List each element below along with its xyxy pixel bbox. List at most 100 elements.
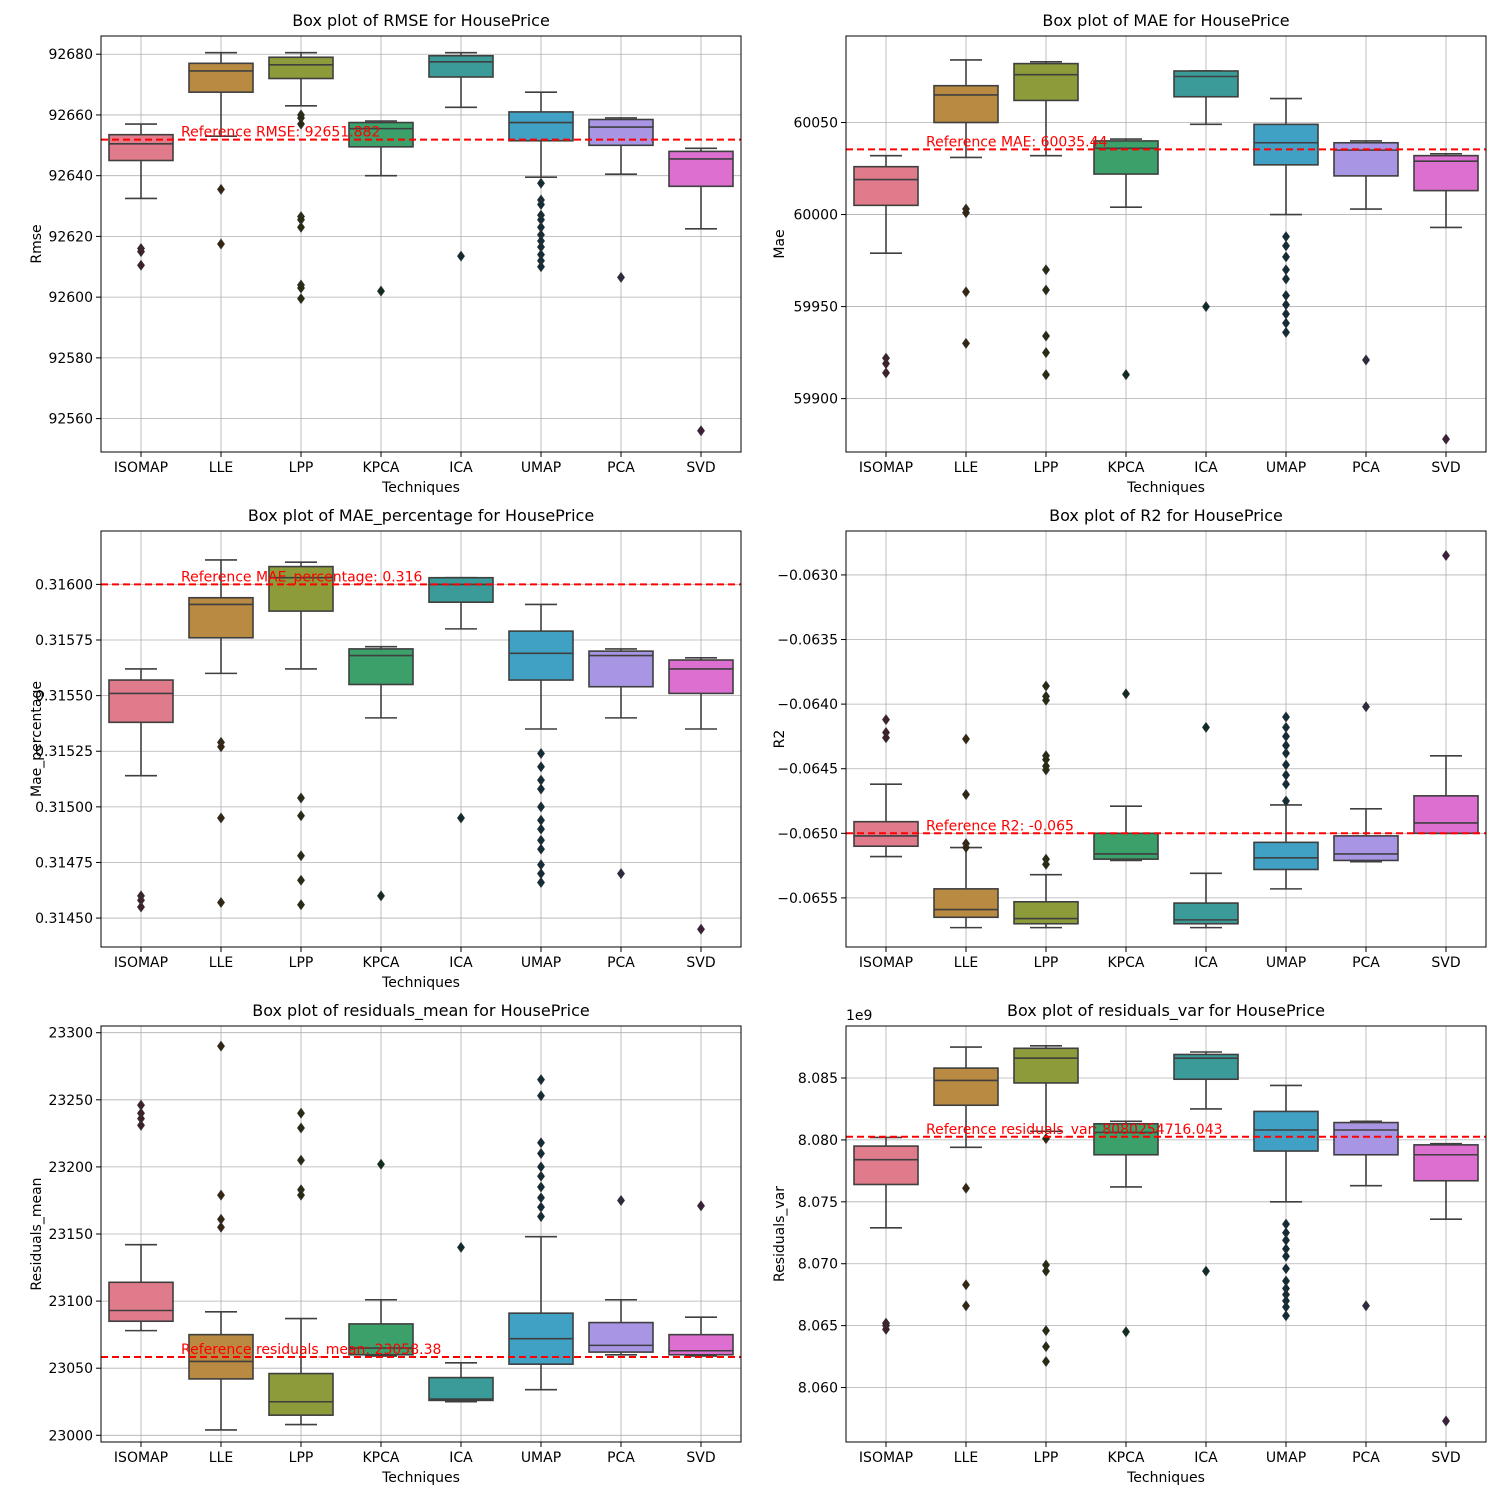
iqr-box <box>348 1323 414 1356</box>
outlier-point <box>217 896 225 909</box>
iqr-box <box>1093 140 1159 175</box>
outlier-point <box>1282 721 1290 733</box>
outlier-point <box>537 1211 545 1223</box>
x-tick-label: LLE <box>209 1450 233 1466</box>
outlier-point <box>137 1119 145 1131</box>
y-axis-label: Mae_percentage <box>29 681 45 797</box>
outlier-point <box>537 261 545 273</box>
outlier-point <box>1042 347 1050 359</box>
outlier-point <box>537 1137 545 1149</box>
axes-frame <box>845 530 1487 948</box>
outlier-point <box>1042 1356 1050 1368</box>
outlier-point <box>217 1221 225 1233</box>
reference-label: Reference residuals_mean: 23058.38 <box>181 1342 441 1358</box>
iqr-box <box>428 576 494 603</box>
outlier-point <box>882 714 890 726</box>
outlier-point <box>297 810 305 822</box>
x-axis-label: Techniques <box>1126 480 1205 496</box>
box-pca <box>1333 1120 1399 1312</box>
iqr-box <box>428 1376 494 1402</box>
outlier-point <box>297 1154 305 1166</box>
y-axis-label: Residuals_mean <box>29 1177 45 1290</box>
x-tick-label: ICA <box>1194 460 1218 476</box>
iqr-box <box>668 1333 734 1356</box>
outlier-point <box>962 842 970 854</box>
outlier-point <box>1042 680 1050 692</box>
iqr-box <box>933 84 999 124</box>
box-isomap <box>853 714 919 858</box>
x-tick-label: PCA <box>607 1450 635 1466</box>
outlier-point <box>537 747 545 759</box>
y-axis-label: Rmse <box>29 224 45 263</box>
x-axis-label: Techniques <box>381 1470 460 1486</box>
y-tick-label: −0.0630 <box>777 568 838 584</box>
x-tick-label: PCA <box>607 955 635 971</box>
iqr-box <box>1013 62 1079 102</box>
iqr-box <box>853 165 919 207</box>
outlier-point <box>537 1147 545 1159</box>
outlier-point <box>457 250 465 262</box>
y-tick-label: 92620 <box>48 229 93 245</box>
outlier-point <box>1282 326 1290 338</box>
axes-frame <box>100 530 742 948</box>
outlier-point <box>1202 721 1210 733</box>
outlier-point <box>962 789 970 801</box>
outlier-point <box>297 1107 305 1119</box>
iqr-box <box>108 133 174 162</box>
chart-title: Box plot of residuals_mean for HousePric… <box>252 1001 590 1021</box>
x-tick-label: ICA <box>449 1450 473 1466</box>
outlier-point <box>537 801 545 813</box>
outlier-point <box>217 183 225 195</box>
y-tick-label: 8.085 <box>798 1071 838 1087</box>
outlier-point <box>1282 1250 1290 1262</box>
y-tick-label: 0.31500 <box>35 800 93 816</box>
chart-title: Box plot of residuals_var for HousePrice <box>1007 1001 1325 1021</box>
box-pca <box>588 117 654 283</box>
y-tick-label: 8.075 <box>798 1195 838 1211</box>
box-umap <box>1253 1084 1319 1322</box>
outlier-point <box>297 293 305 305</box>
outlier-point <box>697 923 705 935</box>
box-lpp <box>268 1107 334 1426</box>
iqr-box <box>1253 1110 1319 1152</box>
outlier-point <box>962 337 970 349</box>
y-tick-label: 23300 <box>48 1026 93 1042</box>
outlier-point <box>1042 1265 1050 1277</box>
reference-label: Reference MAE: 60035.44 <box>926 134 1108 150</box>
axes-frame <box>100 35 742 453</box>
outlier-point <box>1202 1265 1210 1277</box>
outlier-point <box>137 901 145 913</box>
outlier-point <box>537 823 545 835</box>
y-tick-label: 92580 <box>48 351 93 367</box>
outlier-point <box>217 238 225 250</box>
x-tick-label: PCA <box>1352 460 1380 476</box>
y-tick-label: 0.31525 <box>35 744 93 760</box>
reference-label: Reference R2: -0.065 <box>926 818 1074 834</box>
outlier-point <box>537 843 545 855</box>
outlier-point <box>962 1300 970 1312</box>
iqr-box <box>933 1067 999 1107</box>
reference-label: Reference residuals_var: 8080254716.043 <box>926 1122 1223 1138</box>
y-tick-label: 8.080 <box>798 1133 838 1149</box>
outlier-point <box>1282 730 1290 742</box>
x-tick-label: LPP <box>1034 955 1059 971</box>
outlier-point <box>1442 1415 1450 1427</box>
x-tick-label: ISOMAP <box>859 1450 913 1466</box>
chart-panel-2: Reference MAE: 60035.44 59900 59950 60000 60… <box>772 11 1487 496</box>
box-lle <box>933 59 999 349</box>
x-tick-label: ICA <box>449 460 473 476</box>
reference-label: Reference MAE_percentage: 0.316 <box>181 569 422 585</box>
box-pca <box>1333 701 1399 863</box>
outlier-point <box>1282 299 1290 311</box>
iqr-box <box>588 118 654 147</box>
iqr-box <box>588 1321 654 1353</box>
x-tick-label: LLE <box>954 1450 978 1466</box>
outlier-point <box>962 733 970 745</box>
axes-frame <box>845 1025 1487 1443</box>
y-tick-label: 92660 <box>48 108 93 124</box>
x-tick-label: ISOMAP <box>114 955 168 971</box>
outlier-point <box>617 271 625 283</box>
box-isomap <box>853 1136 919 1335</box>
box-kpca <box>348 1158 414 1357</box>
